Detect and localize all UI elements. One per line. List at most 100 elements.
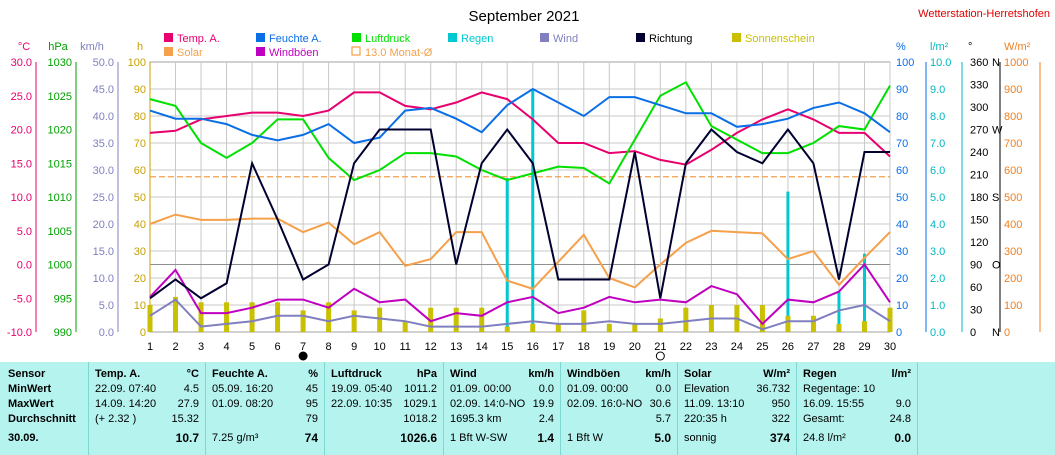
axis-tick-label: 330	[970, 80, 988, 92]
axis-unit-label: hPa	[48, 41, 68, 53]
stats-regen-column: Regen l/m² Regentage: 10 16.09. 15:55 9.0 Ges…	[797, 362, 917, 455]
axis-tick-label: 270	[970, 125, 988, 137]
axis-tick-label: 10.0	[11, 192, 32, 204]
axis-tick-label: 0	[896, 327, 902, 339]
axis-tick-label: 300	[970, 102, 988, 114]
axis-tick-label: 5.0	[930, 192, 945, 204]
legend-label: Luftdruck	[365, 33, 411, 45]
sonnenschein-bar	[632, 323, 638, 332]
sonnenschein-bar	[861, 321, 867, 332]
axis-tick-label: 20	[134, 273, 146, 285]
x-tick-label: 30	[884, 341, 896, 353]
sonnenschein-bar	[402, 321, 408, 332]
stats-feuchte-value: 45	[305, 383, 318, 395]
axis-tick-label: 15.0	[11, 158, 32, 170]
axis-tick-label: 1010	[48, 192, 72, 204]
x-tick-label: 10	[374, 341, 386, 353]
axis-tick-label: 10	[896, 300, 908, 312]
sonnenschein-bar	[887, 307, 893, 332]
axis-tick-label: 210	[970, 170, 988, 182]
axis-tick-label: 1030	[48, 57, 72, 69]
stats-regen-unit: l/m²	[891, 368, 911, 380]
axis-tick-label: 45.0	[93, 84, 114, 96]
stats-regen-detail: Gesamt:	[803, 413, 845, 425]
legend-label: Wind	[553, 33, 578, 45]
x-tick-label: 25	[756, 341, 768, 353]
stats-regen-header: Regen	[803, 368, 837, 380]
stats-wind-detail: 1695.3 km	[450, 413, 502, 425]
axis-tick-label: 200	[1004, 273, 1022, 285]
axis-tick-label: 5.0	[17, 226, 32, 238]
stats-luftdruck-value: 1018.2	[403, 413, 437, 425]
stats-luftdruck-column: Luftdruck hPa 19.09. 05:40 1011.2 22.09. 10:…	[325, 362, 443, 455]
axis-unit-label: %	[896, 41, 906, 53]
x-tick-label: 3	[198, 341, 204, 353]
stats-windboeen-detail: 1 Bft W	[567, 432, 604, 444]
stats-solar-header: Solar	[684, 368, 712, 380]
direction-label: S	[992, 192, 999, 204]
sonnenschein-bar	[530, 323, 536, 332]
stats-regen-detail: 24.8 l/m²	[803, 432, 846, 444]
axis-tick-label: 1.0	[930, 300, 945, 312]
axis-tick-label: 0	[1004, 327, 1010, 339]
x-tick-label: 20	[629, 341, 641, 353]
stats-feuchte-detail: 01.09. 08:20	[212, 398, 274, 410]
stats-windboeen-detail: 02.09. 16:0-NO	[567, 398, 643, 410]
stats-temp-value: 4.5	[183, 383, 199, 395]
stats-solar-value: 322	[771, 413, 790, 425]
sonnenschein-bar	[224, 302, 230, 332]
axis-tick-label: 100	[896, 57, 914, 69]
axis-tick-label: 10.0	[930, 57, 951, 69]
stats-temp-detail: 22.09. 07:40	[95, 383, 157, 395]
sonnenschein-bar	[377, 307, 383, 332]
feuchte-series-line	[149, 87, 891, 145]
stats-luftdruck-value: 1011.2	[404, 383, 437, 395]
stats-windboeen-value: 0.0	[655, 383, 671, 395]
x-tick-label: 11	[399, 341, 410, 353]
axis-tick-label: 700	[1004, 138, 1022, 150]
stats-temp-detail: 14.09. 14:20	[95, 398, 157, 410]
axis-tick-label: 30	[896, 246, 908, 258]
stats-windboeen-column: Windböen km/h 01.09. 00:00 0.0 02.09. 16:0-N…	[561, 362, 677, 455]
stats-luftdruck-value: 1026.6	[400, 431, 437, 445]
stats-regen-value: 0.0	[894, 431, 911, 445]
x-tick-label: 15	[501, 341, 513, 353]
legend-swatch	[732, 33, 741, 42]
stats-wind-detail: 01.09. 00:00	[450, 383, 512, 395]
legend-label: Richtung	[649, 33, 692, 45]
x-tick-label: 14	[476, 341, 488, 353]
axis-tick-label: 800	[1004, 111, 1022, 123]
x-tick-label: 21	[654, 341, 666, 353]
x-tick-label: 4	[223, 341, 229, 353]
axis-tick-label: 1015	[48, 158, 72, 170]
axis-tick-label: 40.0	[93, 111, 114, 123]
stats-wind-detail: 02.09. 14:0-NO	[450, 398, 526, 410]
stats-regen-value: 24.8	[889, 413, 911, 425]
sonnenschein-bar	[657, 318, 663, 332]
axis-unit-label: h	[137, 41, 143, 53]
stats-solar-detail: Elevation	[684, 383, 730, 395]
legend-swatch	[164, 47, 173, 56]
sonnenschein-bar	[326, 302, 332, 332]
sonnenschein-bar	[759, 305, 765, 332]
stats-table: Sensor MinWert MaxWert Durchschnitt 30.0…	[0, 362, 1055, 455]
axis-tick-label: 60	[970, 282, 982, 294]
axis-tick-label: 100	[128, 57, 146, 69]
x-tick-label: 28	[833, 341, 845, 353]
stats-temp-unit: °C	[186, 368, 199, 380]
stats-sensor-header: Sensor	[8, 368, 46, 380]
full-moon-icon	[655, 351, 665, 361]
stats-feuchte-column: Feuchte A.% 05.09. 16:20 45 01.09. 08:20 95 7…	[206, 362, 324, 455]
regen-bar	[786, 191, 790, 332]
axis-tick-label: 1020	[48, 125, 72, 137]
axis-tick-label: 900	[1004, 84, 1022, 96]
axis-tick-label: 500	[1004, 192, 1022, 204]
axis-tick-label: 80	[134, 111, 146, 123]
axis-tick-label: 30.0	[11, 57, 32, 69]
axis-tick-label: 0	[970, 327, 976, 339]
axis-tick-label: 60	[134, 165, 146, 177]
axis-tick-label: 90	[896, 84, 908, 96]
sonnenschein-bar	[300, 310, 306, 332]
legend-swatch	[636, 33, 645, 42]
x-tick-label: 12	[425, 341, 437, 353]
